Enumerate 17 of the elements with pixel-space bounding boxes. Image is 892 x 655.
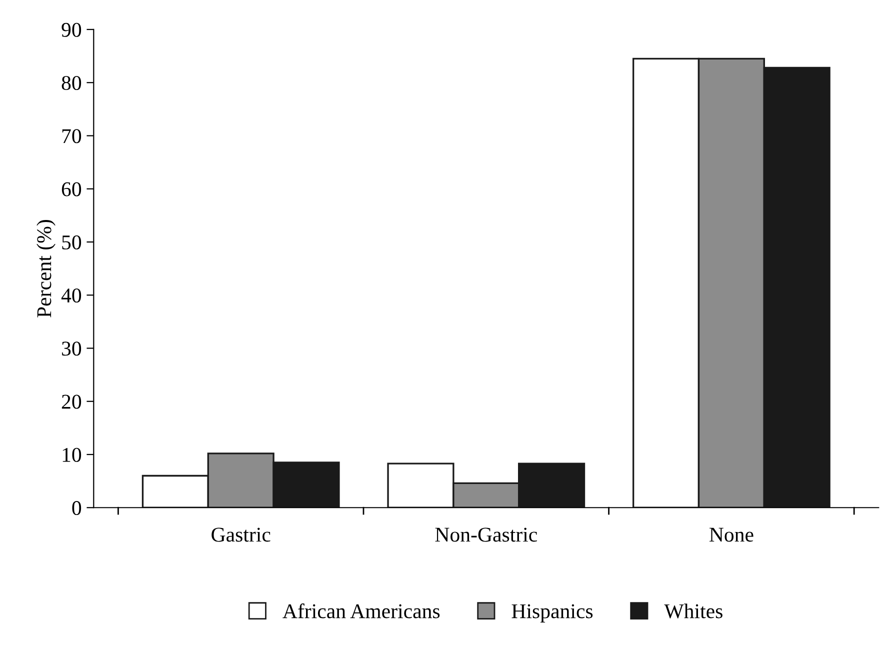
y-tick-label: 10: [62, 448, 82, 462]
y-tick-label: 30: [62, 342, 82, 356]
y-tick-label: 60: [62, 182, 82, 196]
x-tick-label: Non-Gastric: [435, 528, 537, 542]
y-tick-label: 80: [62, 76, 82, 90]
y-tick-label: 0: [72, 501, 82, 516]
legend-label: Hispanics: [512, 604, 593, 623]
y-tick-label: 20: [62, 394, 82, 409]
legend-label: Whites: [664, 604, 722, 618]
x-tick-label: None: [709, 528, 754, 542]
y-axis-title: Percent (%): [36, 220, 56, 318]
x-tick-label: Gastric: [212, 528, 270, 542]
y-tick-label: 70: [62, 129, 82, 144]
y-tick-label: 50: [62, 235, 82, 250]
y-tick-label: 40: [61, 288, 82, 303]
y-tick-label: 90: [62, 22, 82, 37]
legend-label: African Americans: [282, 603, 440, 618]
